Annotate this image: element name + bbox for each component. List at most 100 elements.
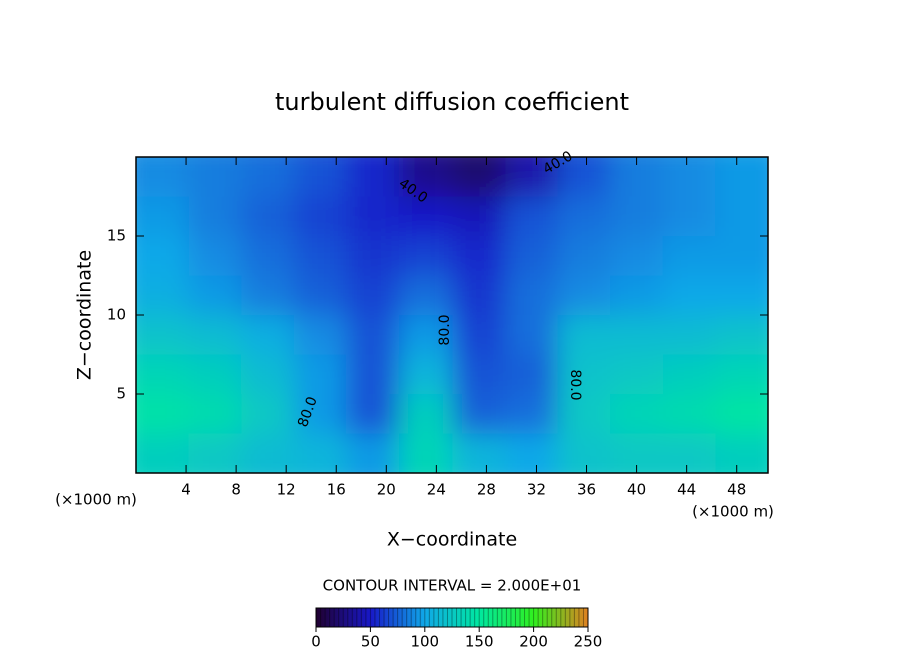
y-tick-label: 10 [107,306,126,324]
x-tick-label: 44 [677,481,696,499]
colorbar-tick-label: 50 [361,633,380,651]
cell [136,394,190,435]
cell [452,394,507,435]
cell [293,433,348,473]
cell [293,315,348,356]
x-axis-title: X−coordinate [387,529,517,551]
cell [293,354,348,395]
cell [610,157,664,198]
cell [715,157,768,198]
cell [610,354,664,395]
cell [452,315,507,356]
colorbar-tick-label: 150 [465,633,494,651]
x-tick-label: 12 [277,481,296,499]
y-axis-title: Z−coordinate [74,250,96,380]
cell [505,275,559,316]
cell [398,157,453,198]
x-tick-label: 16 [327,481,346,499]
cell [346,354,400,395]
cell [293,196,348,237]
cell [557,354,612,395]
x-tick-label: 8 [231,481,241,499]
cell [241,394,295,435]
cell [398,394,453,435]
cell [557,236,612,277]
cell [452,354,507,395]
cell [715,236,768,277]
cell [452,275,507,316]
cell [452,157,507,198]
cell [662,433,717,473]
colorbar [315,607,589,628]
contour-label: 80.0 [567,369,583,400]
cell [398,354,453,395]
x-tick-label: 28 [477,481,496,499]
cell [452,236,507,277]
cell [136,275,190,316]
x-tick-label: 24 [427,481,446,499]
cell [557,394,612,435]
cell [136,196,190,237]
colorbar-tick-label: 0 [311,633,321,651]
cell [346,275,400,316]
cell [452,433,507,473]
cell [293,236,348,277]
contour-label: 80.0 [437,314,453,345]
cell [662,275,717,316]
contour-note: CONTOUR INTERVAL = 2.000E+01 [323,577,582,595]
cell [505,315,559,356]
cell [610,394,664,435]
x-tick-label: 36 [577,481,596,499]
y-unit: (×1000 m) [55,491,137,509]
cell [241,354,295,395]
cell [452,196,507,237]
y-tick-label: 5 [116,385,126,403]
cell [505,157,559,198]
cell [346,236,400,277]
cell [557,157,612,198]
cell [136,354,190,395]
x-unit: (×1000 m) [692,503,774,521]
x-tick-label: 4 [181,481,191,499]
cell [505,196,559,237]
cell [346,196,400,237]
cell [662,196,717,237]
cell [557,315,612,356]
cell [505,394,559,435]
cell [610,315,664,356]
cell [293,157,348,198]
cell [557,196,612,237]
cell [346,394,400,435]
cell [188,433,243,473]
cell [136,433,190,473]
cell [136,157,190,198]
cell [241,196,295,237]
cell [188,196,243,237]
cell [715,354,768,395]
cell [398,196,453,237]
cell [610,275,664,316]
chart-title: turbulent diffusion coefficient [275,88,629,116]
cell [557,433,612,473]
cell [715,433,768,473]
x-tick-label: 20 [377,481,396,499]
cell [136,315,190,356]
cell [557,275,612,316]
cell [188,236,243,277]
cell [398,236,453,277]
x-tick-label: 48 [727,481,746,499]
y-tick-label: 15 [107,227,126,245]
cell [346,157,400,198]
cell [241,315,295,356]
cell [398,315,453,356]
cell [505,433,559,473]
cell [662,354,717,395]
cell [610,433,664,473]
cell [662,315,717,356]
cell [188,354,243,395]
cell [136,236,190,277]
cell [241,275,295,316]
cell [346,315,400,356]
cell [398,275,453,316]
